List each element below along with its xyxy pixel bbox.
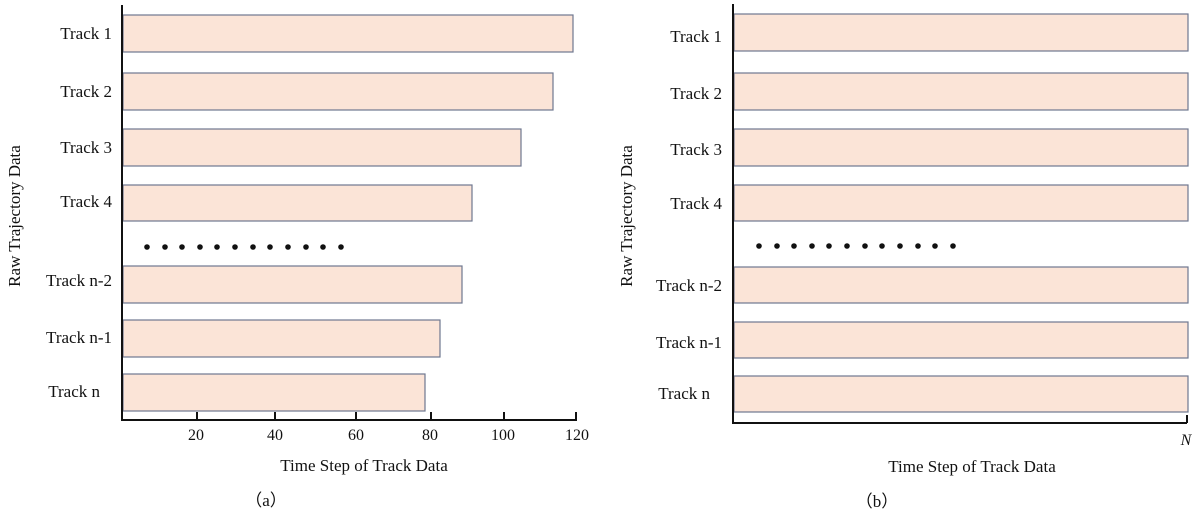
panel-b-ylabel: Raw Trajectory Data: [617, 145, 636, 287]
panel-a-track-label: Track 1: [60, 24, 112, 43]
panel-b-bar-track-n-2: [733, 266, 1189, 304]
panel-b-bar-track-n: [733, 375, 1189, 413]
panel-b-track-label: Track n: [658, 384, 710, 403]
panel-a-tick-label: 80: [422, 427, 438, 444]
panel-b-bar-track-3: [733, 128, 1189, 167]
panel-a-track-label: Track 3: [60, 138, 112, 157]
panel-a-bar-track-3: [122, 128, 522, 167]
panel-a: Raw Trajectory Data Track 1 Track 2 Trac…: [5, 5, 589, 510]
panel-a-bar-track-n-1: [122, 319, 441, 358]
panel-b-axes: [732, 4, 1187, 424]
panel-a-tick-label: 120: [565, 427, 589, 444]
panel-a-bar-track-1: [122, 14, 574, 53]
panel-b-track-label: Track n-2: [656, 276, 722, 295]
panel-a-track-label: Track n-1: [46, 328, 112, 347]
panel-a-tick-label: 100: [491, 427, 515, 444]
panel-b: Raw Trajectory Data Track 1 Track 2 Trac…: [617, 4, 1193, 511]
panel-b-xlabel: Time Step of Track Data: [888, 457, 1056, 476]
panel-a-xlabel: Time Step of Track Data: [280, 456, 448, 475]
panel-b-bar-track-2: [733, 72, 1189, 111]
panel-b-track-label: Track 1: [670, 27, 722, 46]
panel-b-caption: （b）: [856, 492, 899, 511]
panel-a-caption: （a）: [245, 491, 287, 510]
panel-b-track-label: Track n-1: [656, 333, 722, 352]
panel-b-tick-label-n: N: [1180, 432, 1193, 449]
panel-b-track-label: Track 2: [670, 84, 722, 103]
panel-a-track-label: Track 2: [60, 82, 112, 101]
panel-b-bar-track-4: [733, 184, 1189, 222]
panel-b-ellipsis-dots: [756, 243, 956, 249]
panel-a-track-label: Track n-2: [46, 271, 112, 290]
panel-a-tick-label: 60: [348, 427, 364, 444]
panel-b-bar-track-1: [733, 13, 1189, 52]
panel-a-bar-track-n-2: [122, 265, 463, 304]
panel-a-ylabel: Raw Trajectory Data: [5, 145, 24, 287]
panel-a-x-ticks: [196, 412, 577, 420]
panel-a-ellipsis-dots: [144, 244, 344, 250]
panel-a-track-label: Track n: [48, 382, 100, 401]
panel-a-tick-label: 40: [267, 427, 283, 444]
panel-b-track-label: Track 4: [670, 194, 722, 213]
panel-a-bar-track-2: [122, 72, 554, 111]
panel-b-track-label: Track 3: [670, 140, 722, 159]
panel-a-bar-track-4: [122, 184, 473, 222]
panel-b-bar-track-n-1: [733, 321, 1189, 359]
panel-a-track-label: Track 4: [60, 192, 112, 211]
panel-a-tick-label: 20: [188, 427, 204, 444]
panel-a-bar-track-n: [122, 373, 426, 412]
panel-a-axes: [121, 5, 577, 421]
